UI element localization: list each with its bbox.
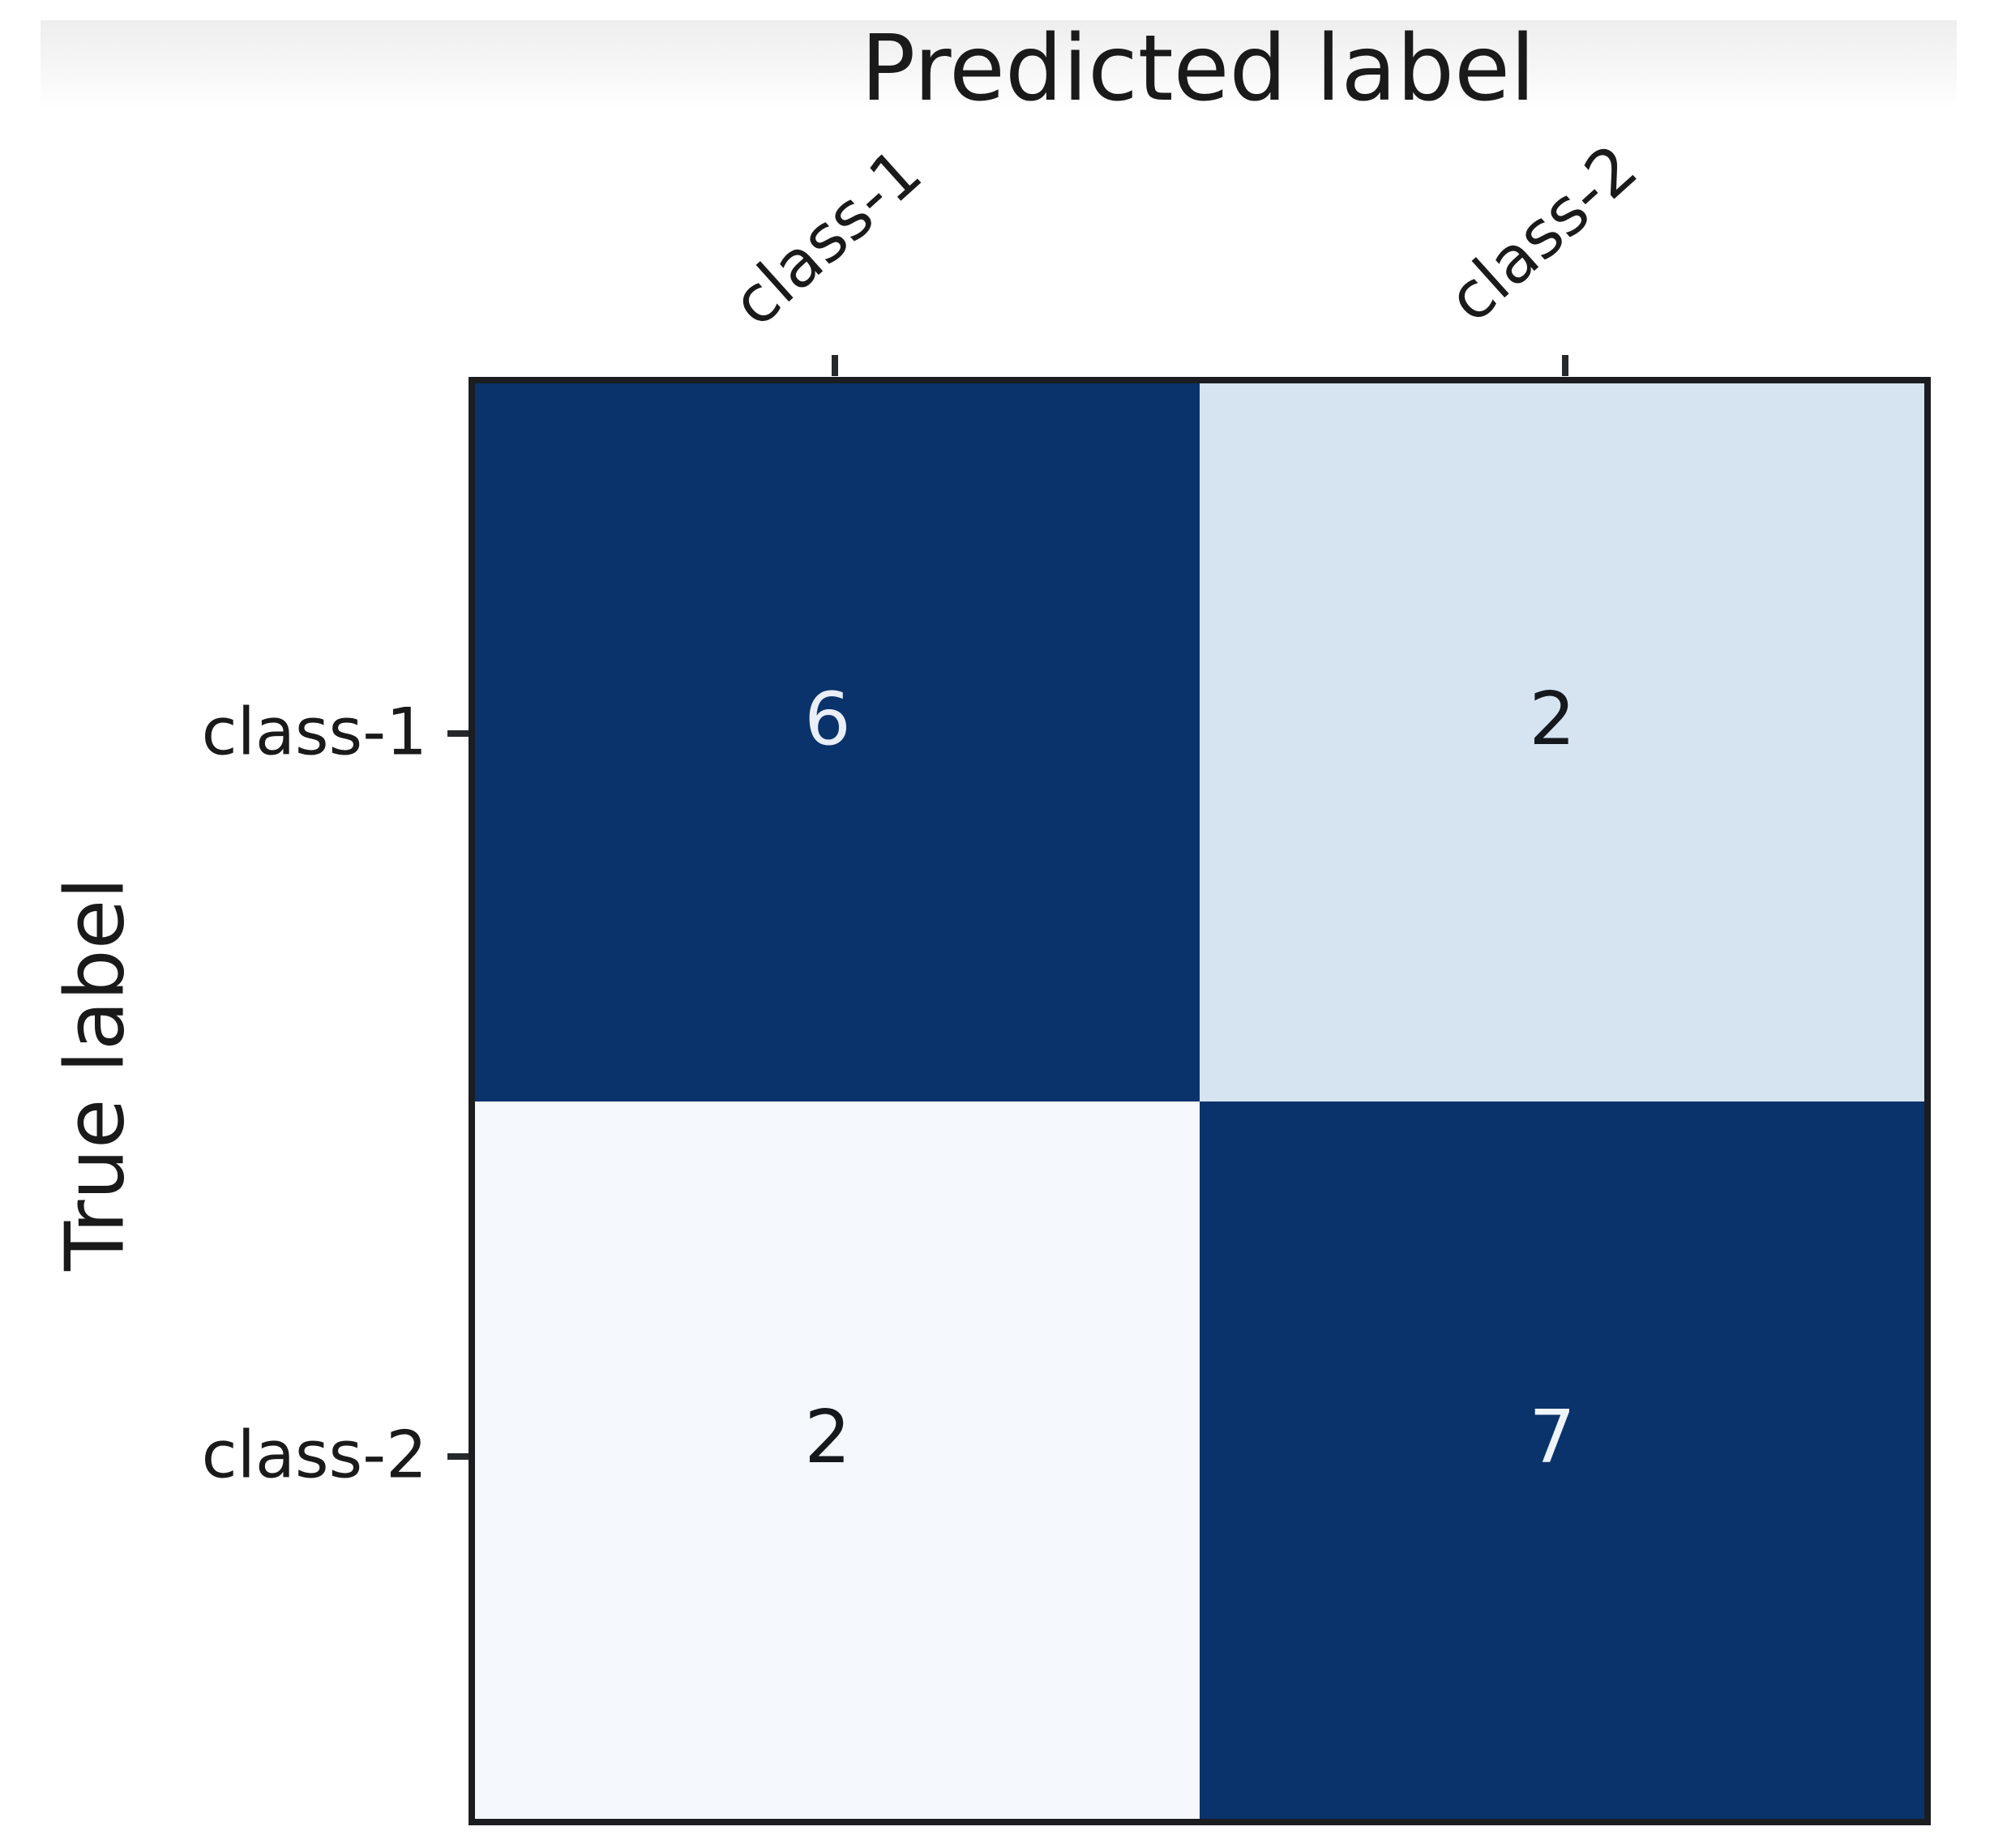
- y-tick-mark-class-2: [447, 1453, 469, 1460]
- cell-true-class-1-pred-class-1: 6: [475, 383, 1200, 1102]
- cell-value: 6: [804, 677, 851, 763]
- y-tick-label-class-2: class-2: [201, 1417, 427, 1493]
- cell-value: 2: [804, 1394, 851, 1480]
- cell-true-class-2-pred-class-1: 2: [475, 1101, 1200, 1819]
- x-tick-label-class-1: class-1: [717, 134, 936, 341]
- x-axis-title: Predicted label: [860, 16, 1536, 122]
- cell-true-class-2-pred-class-2: 7: [1200, 1101, 1924, 1819]
- x-tick-mark-class-1: [832, 355, 838, 376]
- top-gradient-band: [41, 20, 1957, 111]
- x-tick-label-class-2: class-2: [1433, 130, 1652, 337]
- cell-value: 7: [1529, 1394, 1576, 1480]
- cell-true-class-1-pred-class-2: 2: [1200, 383, 1924, 1102]
- y-tick-mark-class-1: [447, 730, 469, 737]
- x-tick-mark-class-2: [1562, 355, 1568, 376]
- cell-value: 2: [1529, 677, 1576, 763]
- y-tick-label-class-1: class-1: [201, 694, 427, 770]
- heatmap-grid: 6 2 2 7: [469, 377, 1931, 1825]
- y-axis-title: True label: [47, 876, 143, 1272]
